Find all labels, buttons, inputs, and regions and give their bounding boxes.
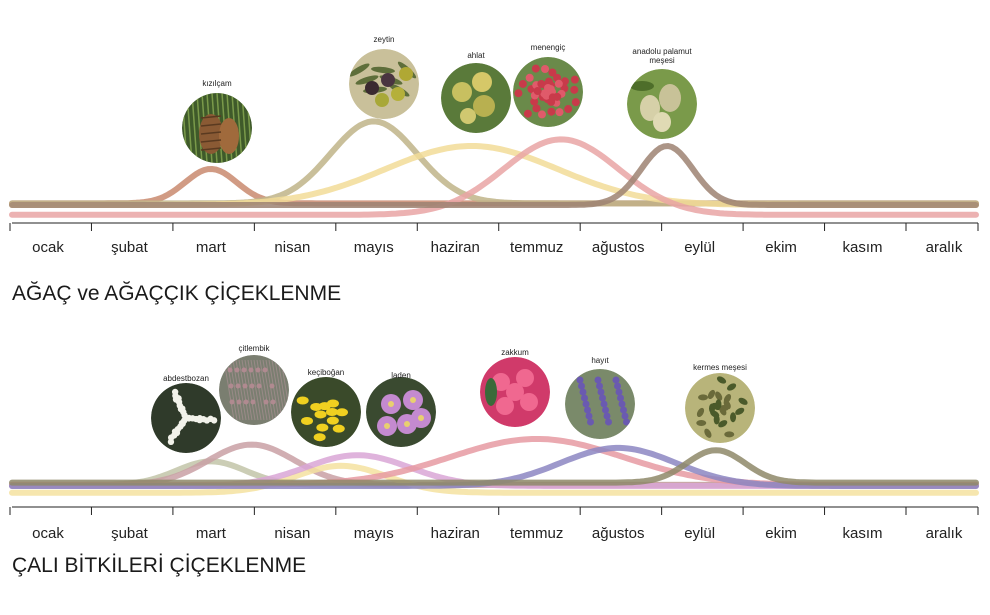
shrub-x-tick-label-9: eylül — [684, 525, 715, 542]
shrub-series-label-zakkum: zakkum — [501, 348, 529, 357]
tree-series-curve-menengiç — [9, 136, 979, 218]
tree-photo-kızılçam — [182, 93, 252, 163]
tree-x-tick-label-4: nisan — [274, 239, 310, 256]
shrub-chart-title: ÇALI BİTKİLERİ ÇİÇEKLENME — [12, 554, 306, 577]
shrub-x-tick-label-8: ağustos — [592, 525, 645, 542]
shrub-series-label-keçiboğan: keçiboğan — [308, 368, 344, 377]
tree-series-label-menengiç: menengiç — [531, 43, 566, 52]
tree-series-label-zeytin: zeytin — [374, 35, 395, 44]
shrub-photo-keçiboğan — [291, 377, 361, 447]
tree-photo-menengiç — [513, 57, 583, 127]
shrub-photo-kermes-meşesi — [685, 373, 755, 443]
tree-x-tick-label-5: mayıs — [354, 239, 394, 256]
shrub-series-label-laden: laden — [391, 371, 411, 380]
shrub-x-tick-label-6: haziran — [431, 525, 480, 542]
shrub-x-tick-label-10: ekim — [765, 525, 797, 542]
tree-x-tick-label-7: temmuz — [510, 239, 563, 256]
shrub-series-curve-keçiboğan — [9, 462, 979, 496]
shrub-series-curve-kermes-meşesi — [9, 447, 979, 486]
tree-x-tick-label-2: şubat — [111, 239, 149, 256]
tree-series-label-anadolu-palamut-meşesi: anadolu palamut — [632, 47, 692, 56]
tree-series-label-ahlat: ahlat — [467, 51, 485, 60]
shrub-photo-hayıt — [565, 369, 635, 439]
shrub-x-tick-label-12: aralık — [926, 525, 963, 542]
shrub-series-curve-çitlembik — [9, 441, 979, 488]
tree-series-label-anadolu-palamut-meşesi: meşesi — [649, 56, 675, 65]
shrub-x-tick-label-2: şubat — [111, 525, 149, 542]
shrub-series-label-abdestbozan: abdestbozan — [163, 374, 209, 383]
tree-photo-zeytin — [349, 49, 419, 119]
tree-x-tick-label-3: mart — [196, 239, 227, 256]
tree-x-tick-label-11: kasım — [843, 239, 883, 256]
shrub-x-tick-label-7: temmuz — [510, 525, 563, 542]
tree-x-tick-label-1: ocak — [32, 239, 64, 256]
shrub-photo-zakkum — [480, 357, 550, 427]
tree-photo-ahlat — [441, 63, 511, 133]
shrub-x-tick-label-1: ocak — [32, 525, 64, 542]
shrub-series-label-hayıt: hayıt — [591, 356, 609, 365]
tree-x-tick-label-9: eylül — [684, 239, 715, 256]
tree-x-tick-label-6: haziran — [431, 239, 480, 256]
tree-x-tick-label-10: ekim — [765, 239, 797, 256]
shrub-x-tick-label-3: mart — [196, 525, 227, 542]
tree-chart-title: AĞAÇ ve AĞAÇÇIK ÇİÇEKLENME — [12, 282, 341, 305]
tree-x-tick-label-12: aralık — [926, 239, 963, 256]
shrub-x-tick-label-4: nisan — [274, 525, 310, 542]
tree-series-curve-zeytin — [9, 118, 979, 207]
tree-photo-anadolu-palamut-meşesi — [627, 69, 697, 139]
shrub-photo-çitlembik — [219, 355, 289, 425]
shrub-series-label-çitlembik: çitlembik — [238, 344, 270, 353]
shrub-photo-laden — [366, 377, 436, 447]
shrub-series-label-kermes-meşesi: kermes meşesi — [693, 363, 747, 372]
shrub-x-tick-label-11: kasım — [843, 525, 883, 542]
shrub-photo-abdestbozan — [151, 383, 221, 453]
shrub-x-tick-label-5: mayıs — [354, 525, 394, 542]
tree-series-curve-anadolu-palamut-meşesi — [9, 142, 979, 208]
tree-series-label-kızılçam: kızılçam — [202, 79, 232, 88]
tree-x-tick-label-8: ağustos — [592, 239, 645, 256]
